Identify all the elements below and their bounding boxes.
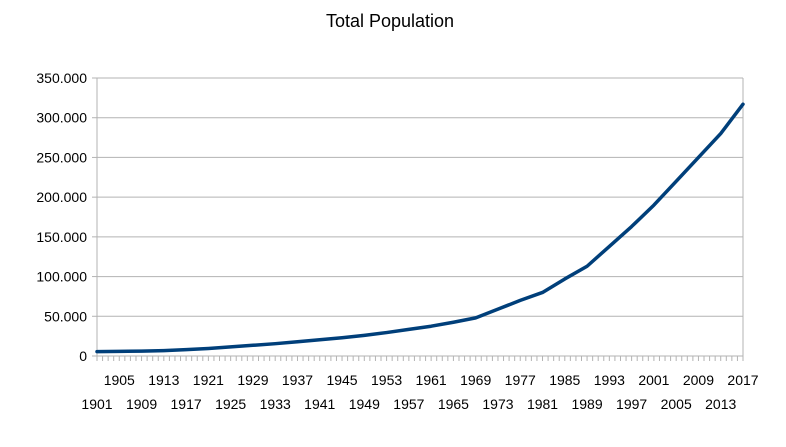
x-tick-label: 1961	[416, 372, 447, 388]
x-tick-label: 1977	[505, 372, 536, 388]
chart-title: Total Population	[326, 11, 454, 31]
axes	[92, 77, 744, 361]
x-tick-label: 2013	[705, 396, 736, 412]
x-tick-label: 1993	[594, 372, 625, 388]
x-tick-label: 1953	[371, 372, 402, 388]
y-tick-label: 150.000	[36, 229, 87, 245]
y-tick-label: 0	[79, 348, 87, 364]
grid-lines	[97, 77, 743, 317]
x-tick-label: 1989	[571, 396, 602, 412]
y-tick-label: 350.000	[36, 70, 87, 86]
x-tick-label: 1905	[104, 372, 135, 388]
x-tick-label: 1965	[438, 396, 469, 412]
x-tick-label: 1925	[215, 396, 246, 412]
x-tick-label: 1929	[237, 372, 268, 388]
y-tick-label: 100.000	[36, 269, 87, 285]
x-tick-label: 2005	[661, 396, 692, 412]
x-tick-label: 1921	[193, 372, 224, 388]
x-tick-label: 1917	[171, 396, 202, 412]
y-tick-label: 250.000	[36, 149, 87, 165]
x-tick-label: 1985	[549, 372, 580, 388]
x-tick-labels: 1905 1913 1921 1929 1937 1945 1953 1961 1969 1977…	[81, 372, 758, 412]
x-tick-label: 1945	[326, 372, 357, 388]
x-tick-label: 1997	[616, 396, 647, 412]
series-layer	[95, 102, 745, 354]
x-tick-label: 1913	[148, 372, 179, 388]
series-line	[95, 102, 745, 354]
x-tick-label: 1949	[349, 396, 380, 412]
x-tick-label: 1957	[393, 396, 424, 412]
x-tick-label: 1973	[482, 396, 513, 412]
x-tick-label: 2001	[638, 372, 669, 388]
x-tick-label: 1937	[282, 372, 313, 388]
x-tick-label: 1941	[304, 396, 335, 412]
x-tick-label: 1969	[460, 372, 491, 388]
y-tick-label: 200.000	[36, 189, 87, 205]
y-tick-label: 50.000	[44, 308, 87, 324]
x-tick-label: 1933	[260, 396, 291, 412]
x-tick-label: 1981	[527, 396, 558, 412]
x-tick-label: 2009	[683, 372, 714, 388]
y-tick-labels: 0 50.000 100.000 150.000 200.000 250.000 300.0…	[36, 70, 87, 364]
x-tick-label: 2017	[727, 372, 758, 388]
x-tick-label: 1909	[126, 396, 157, 412]
x-tick-label: 1901	[81, 396, 112, 412]
y-tick-label: 300.000	[36, 110, 87, 126]
